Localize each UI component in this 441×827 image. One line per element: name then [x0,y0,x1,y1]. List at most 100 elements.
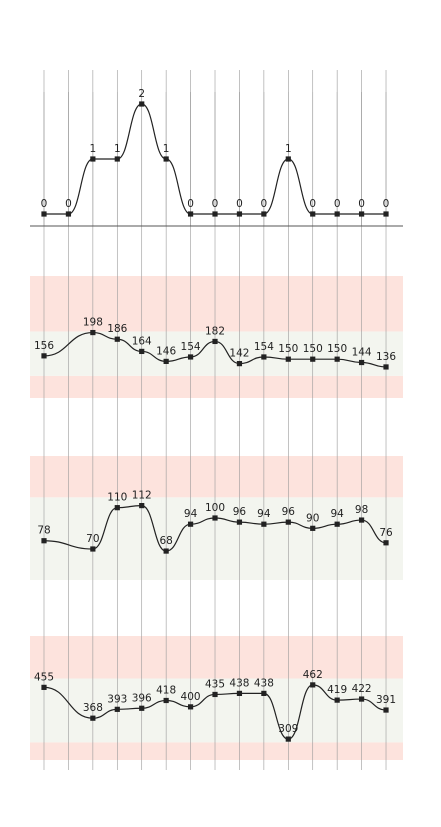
data-point [285,736,291,742]
zone-band [30,678,403,743]
data-point [261,211,267,217]
data-label: 438 [229,677,249,689]
data-label: 110 [107,492,127,504]
panel-2: 78 70 110 112 68 94 100 96 94 96 90 94 98 76 [30,456,403,580]
data-label: 0 [334,198,341,210]
data-point [90,156,96,162]
data-point [285,519,291,525]
zone-band [30,497,403,580]
data-label: 2 [138,88,145,100]
data-label: 76 [379,527,393,539]
data-label: 96 [233,506,247,518]
data-point [383,364,389,370]
data-point [261,354,267,360]
data-label: 1 [114,143,121,155]
data-label: 144 [352,347,372,359]
data-label: 438 [254,677,274,689]
data-label: 142 [229,348,249,360]
data-point [310,211,316,217]
data-point [212,211,218,217]
data-label: 0 [261,198,268,210]
zone-band [30,636,403,679]
data-label: 462 [303,669,323,681]
panel-3: 455 368 393 396 418 400 435 438 438 309 462 419 422 3… [30,636,403,760]
data-label: 0 [358,198,365,210]
data-point [163,548,169,554]
data-point [187,211,194,217]
data-label: 198 [83,317,103,329]
data-point [310,525,316,531]
data-label: 94 [330,508,344,520]
data-label: 391 [376,694,396,706]
data-label: 150 [327,343,347,355]
data-label: 400 [181,691,201,703]
data-label: 136 [376,351,396,363]
data-point [236,690,243,696]
data-point [41,538,47,544]
data-point [114,156,120,162]
data-label: 422 [352,683,372,695]
data-label: 1 [163,143,170,155]
data-label: 1 [90,143,97,155]
data-point [358,359,365,366]
data-label: 94 [257,508,271,520]
zone-band [30,742,403,760]
data-label: 435 [205,678,225,690]
data-point [139,348,145,355]
data-label: 0 [41,198,48,210]
data-point [41,684,47,690]
data-point [261,690,267,696]
data-label: 1 [285,143,292,155]
data-label: 186 [107,323,127,335]
data-label: 68 [159,535,172,547]
data-point [114,505,120,511]
data-point [90,329,96,336]
data-point [163,358,169,364]
data-point [114,706,120,712]
data-point [212,338,218,345]
data-point [334,521,340,527]
data-label: 78 [37,525,50,537]
data-label: 100 [205,502,225,514]
data-point [114,336,120,342]
data-label: 0 [309,198,316,210]
data-label: 70 [86,533,99,545]
data-point [358,517,365,523]
data-label: 94 [184,508,198,520]
data-point [285,356,291,362]
data-point [139,503,145,509]
data-point [139,705,145,711]
data-point [41,353,47,359]
data-point [334,356,340,362]
data-point [383,707,389,713]
data-label: 90 [306,512,319,524]
data-label: 419 [327,684,347,696]
data-point [65,211,72,217]
data-label: 0 [383,198,390,210]
data-label: 154 [181,341,201,353]
data-label: 0 [212,198,219,210]
data-point [163,697,169,704]
panel-0: 0 0 1 1 2 1 0 0 0 0 1 0 0 0 0 [30,70,403,227]
data-point [261,521,267,527]
data-label: 146 [156,345,176,357]
data-point [163,156,169,162]
data-point [334,697,340,703]
data-label: 150 [303,343,323,355]
data-point [383,540,389,546]
data-label: 150 [278,343,298,355]
data-label: 156 [34,340,54,352]
data-point [212,515,218,521]
data-label: 182 [205,325,225,337]
data-label: 393 [107,693,127,705]
data-point [358,211,365,217]
zone-band [30,276,403,332]
data-point [187,704,194,710]
data-point [383,211,389,217]
data-point [236,519,243,525]
data-label: 0 [236,198,243,210]
data-label: 396 [132,692,152,704]
data-point [212,691,218,698]
data-label: 0 [187,198,194,210]
data-point [90,715,96,721]
